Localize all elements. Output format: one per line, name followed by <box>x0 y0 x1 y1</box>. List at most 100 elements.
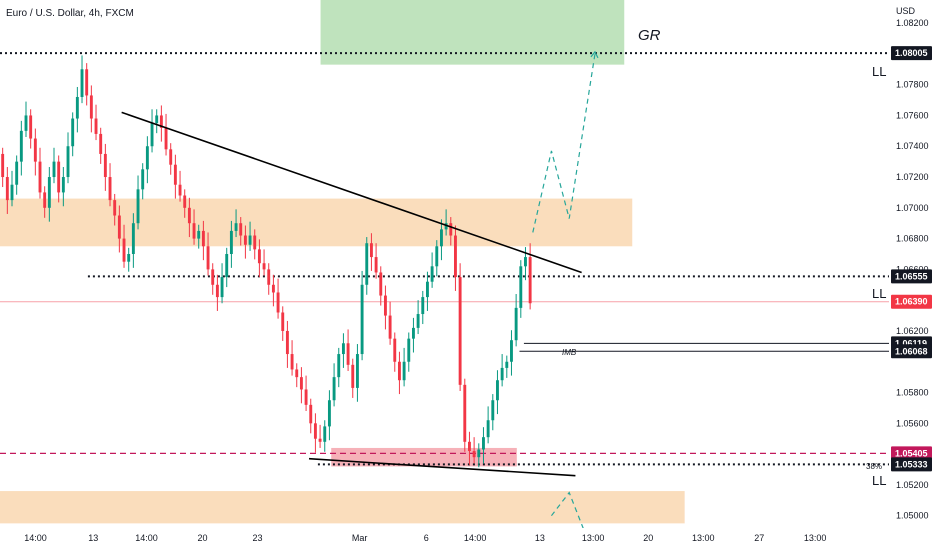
price-label-3: 1.06119 <box>895 338 927 348</box>
x-tick-6: 6 <box>424 533 429 543</box>
candle-body-106 <box>496 380 499 401</box>
candle-body-76 <box>355 354 359 388</box>
candle-body-87 <box>407 338 411 362</box>
candle-body-103 <box>482 437 485 450</box>
candle-body-95 <box>444 223 448 230</box>
candle-body-77 <box>360 284 364 355</box>
candle-body-58 <box>271 284 275 293</box>
candle-body-3 <box>15 161 19 185</box>
candle-body-51 <box>239 223 243 236</box>
x-tick-0: 14:00 <box>24 533 47 543</box>
zone-orange-1 <box>0 198 633 247</box>
levels-layer <box>0 52 889 466</box>
imb-label: IMB <box>562 348 577 357</box>
candle-body-23 <box>108 177 112 201</box>
y-tick-6: 1.06800 <box>896 234 929 244</box>
candle-body-33 <box>155 115 159 124</box>
candle-body-74 <box>346 343 350 365</box>
x-tick-8: 13 <box>535 533 545 543</box>
candle-body-61 <box>285 330 289 355</box>
candle-body-84 <box>393 338 397 362</box>
candle-body-2 <box>10 184 14 201</box>
candle-body-32 <box>150 123 154 147</box>
candle-body-92 <box>430 266 434 282</box>
x-tick-11: 13:00 <box>692 533 715 543</box>
candle-body-86 <box>402 361 406 381</box>
trendlines-layer <box>121 111 582 477</box>
candle-body-90 <box>421 297 425 315</box>
projection-path-down <box>550 491 585 532</box>
candle-body-8 <box>38 161 42 193</box>
candle-body-65 <box>304 389 308 405</box>
candle-body-101 <box>472 451 476 458</box>
candle-body-73 <box>341 343 345 355</box>
candle-body-5 <box>24 115 28 131</box>
x-tick-9: 13:00 <box>582 533 605 543</box>
candle-body-39 <box>183 195 187 208</box>
trendline-0 <box>121 111 582 274</box>
candle-body-112 <box>524 257 527 267</box>
candle-body-27 <box>127 253 131 262</box>
candle-body-80 <box>374 257 378 273</box>
candle-body-0 <box>1 153 5 178</box>
candle-body-34 <box>159 115 163 128</box>
candle-body-113 <box>528 257 532 304</box>
candle-body-28 <box>131 223 135 254</box>
x-tick-2: 14:00 <box>135 533 158 543</box>
candle-body-38 <box>178 184 182 196</box>
candle-body-1 <box>5 177 9 201</box>
chart-title: Euro / U.S. Dollar, 4h, FXCM <box>6 8 134 19</box>
candle-body-59 <box>276 292 280 313</box>
price-label-bg-2 <box>891 294 932 309</box>
x-axis-ticks: 14:00 13 14:00 20 23 Mar 6 14:00 13 13:00 20 13:00 2… <box>24 533 826 543</box>
candle-body-25 <box>117 215 121 239</box>
candle-body-55 <box>257 249 261 264</box>
y-tick-2: 1.07600 <box>896 110 929 120</box>
candle-body-21 <box>99 133 103 154</box>
candle-body-111 <box>519 266 523 308</box>
currency-label: USD <box>896 6 916 16</box>
gr-label: GR <box>638 27 661 44</box>
y-tick-4: 1.07200 <box>896 172 929 182</box>
y-tick-3: 1.07400 <box>896 141 929 151</box>
candle-body-96 <box>449 223 453 236</box>
candle-body-108 <box>505 361 509 368</box>
candle-body-62 <box>290 354 294 370</box>
fib-label: 38% <box>866 462 882 471</box>
x-tick-10: 20 <box>643 533 653 543</box>
candle-body-68 <box>318 438 322 442</box>
candle-body-82 <box>383 295 387 316</box>
price-label-1: 1.06555 <box>895 271 928 281</box>
candle-body-24 <box>113 200 117 216</box>
price-label-6: 1.05333 <box>895 459 928 469</box>
y-tick-1: 1.07800 <box>896 80 929 90</box>
candle-body-99 <box>463 384 467 442</box>
candle-body-94 <box>439 229 443 247</box>
y-tick-0: 1.08200 <box>896 18 929 28</box>
candle-body-41 <box>192 223 196 239</box>
candle-body-54 <box>253 235 257 250</box>
projection-layer <box>532 50 599 532</box>
candle-body-98 <box>458 277 462 385</box>
candle-body-109 <box>510 340 513 362</box>
x-tick-4: 23 <box>253 533 263 543</box>
candle-body-110 <box>514 307 518 341</box>
candle-body-102 <box>477 449 481 458</box>
candle-body-9 <box>43 192 47 208</box>
price-label-bg-0 <box>891 46 932 61</box>
time-axis[interactable] <box>0 528 932 550</box>
candle-body-75 <box>351 364 355 388</box>
candle-body-45 <box>211 269 215 285</box>
candle-body-78 <box>365 243 369 285</box>
candle-body-12 <box>57 161 61 193</box>
y-tick-11: 1.05200 <box>896 480 929 490</box>
candle-body-49 <box>229 230 233 254</box>
x-tick-13: 13:00 <box>804 533 827 543</box>
candle-body-15 <box>71 118 75 147</box>
candle-body-83 <box>388 315 392 339</box>
candle-body-79 <box>369 243 373 258</box>
candle-body-50 <box>234 223 238 231</box>
candle-body-57 <box>267 269 271 285</box>
